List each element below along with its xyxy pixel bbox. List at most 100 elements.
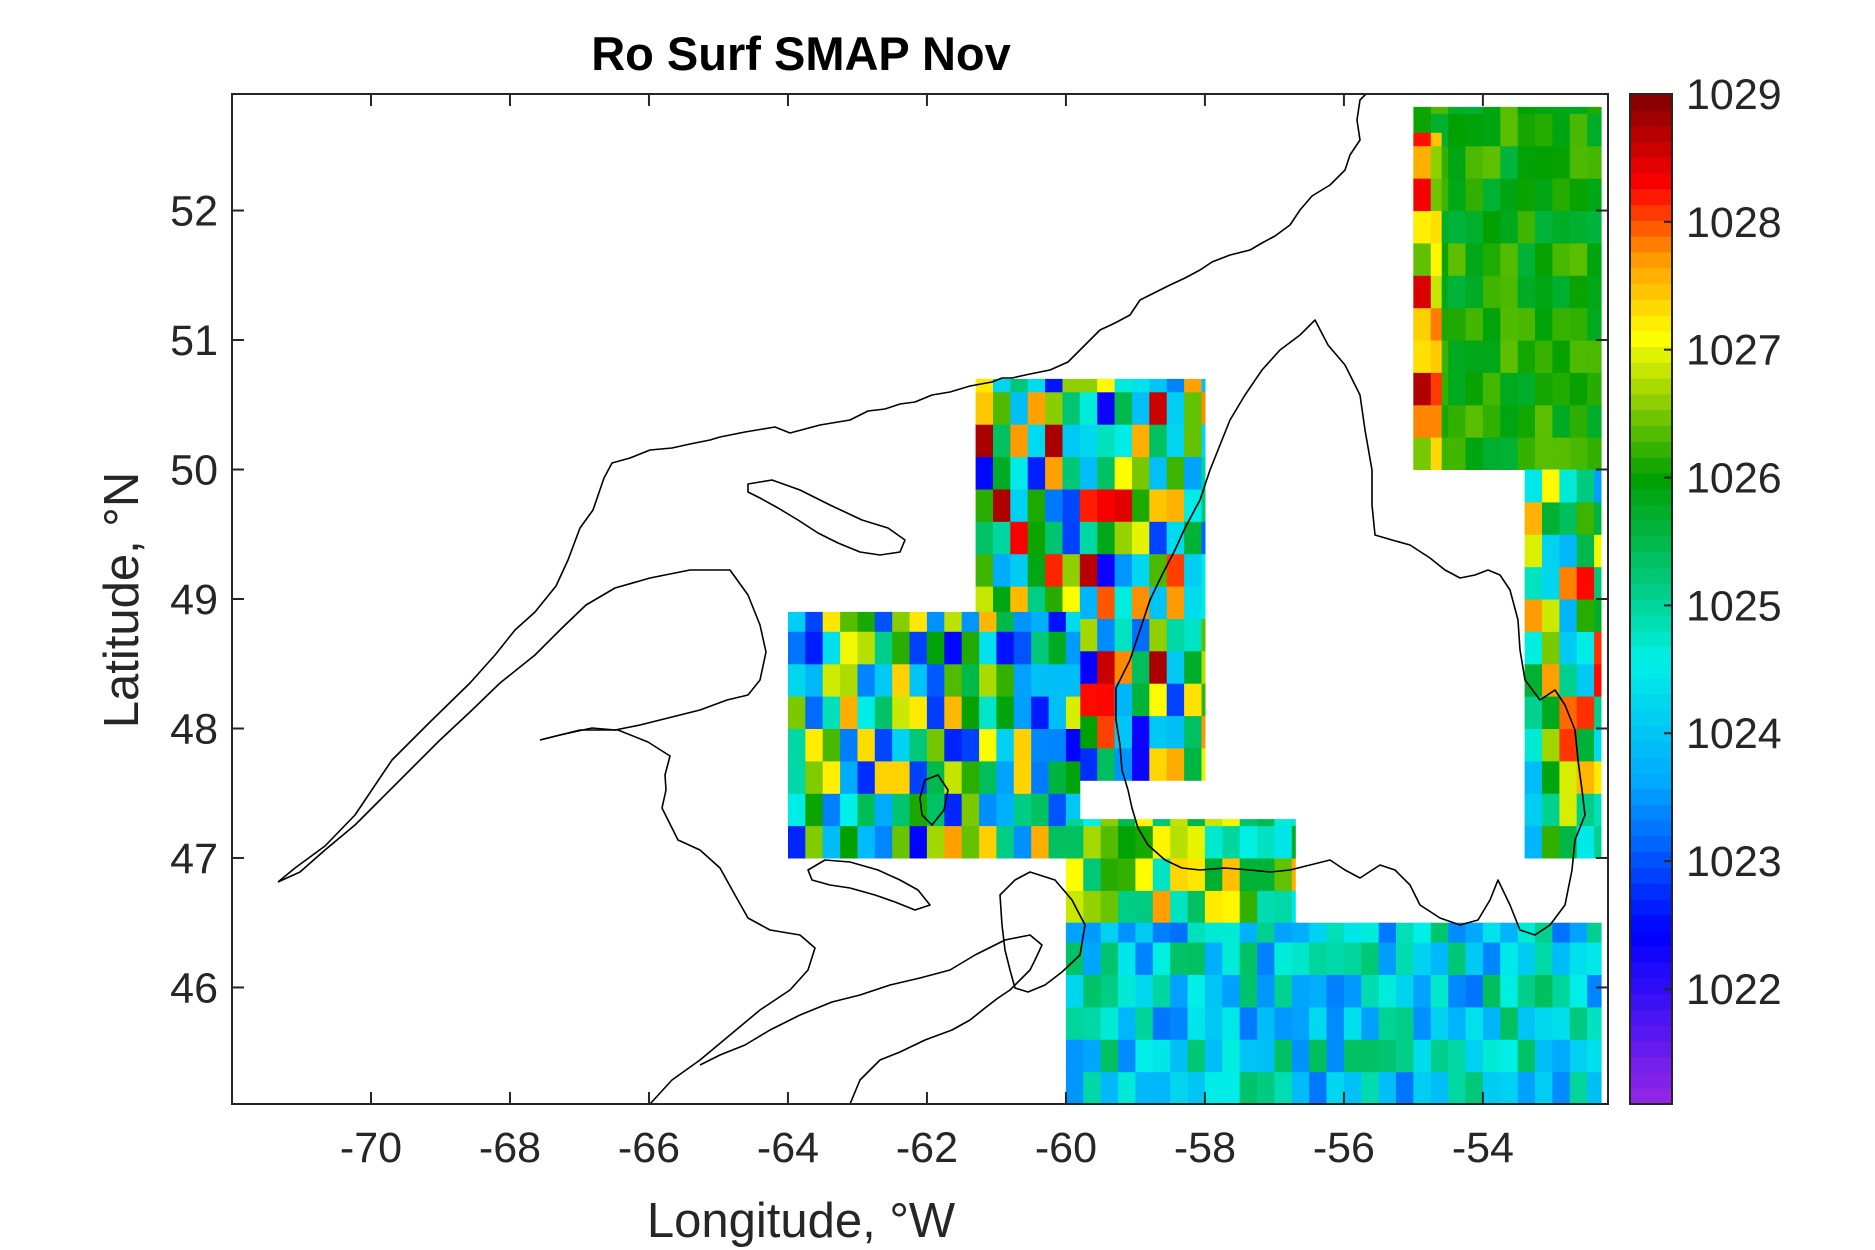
data-cell: [1576, 696, 1595, 729]
data-cell: [1083, 1039, 1102, 1073]
data-cell: [1569, 1039, 1588, 1073]
data-cell: [1201, 488, 1206, 522]
data-cell: [1239, 974, 1258, 1008]
colorbar-swatch: [1630, 1040, 1672, 1058]
data-cell: [1083, 1071, 1102, 1105]
y-tick-label: 48: [170, 705, 218, 753]
data-cell: [1118, 1039, 1136, 1073]
data-cell: [805, 611, 824, 632]
data-cell: [1045, 424, 1063, 458]
data-cell: [1222, 858, 1241, 891]
data-cell: [1204, 1039, 1223, 1073]
data-cell: [926, 663, 945, 697]
data-cell: [857, 825, 876, 859]
data-cell: [822, 825, 841, 859]
data-cell: [1184, 715, 1202, 749]
data-cell: [840, 611, 858, 632]
data-cell: [1062, 553, 1081, 587]
colorbar-swatch: [1630, 109, 1672, 127]
data-cell: [975, 378, 994, 393]
data-cell: [1465, 1006, 1484, 1040]
data-cell: [1569, 437, 1588, 470]
prince-edward-island: [807, 859, 931, 911]
data-cell: [1559, 728, 1578, 762]
data-cell: [1118, 1071, 1136, 1105]
data-cell: [1135, 825, 1154, 859]
data-cell: [1343, 1039, 1362, 1073]
data-cell: [1594, 696, 1602, 729]
data-cell: [1149, 488, 1168, 522]
data-cell: [1204, 974, 1223, 1008]
data-cell: [1448, 340, 1467, 373]
data-cell: [1291, 890, 1296, 924]
data-cell: [1535, 340, 1553, 373]
colorbar-swatch: [1630, 520, 1672, 537]
data-cell: [1465, 1071, 1484, 1105]
data-cell: [1482, 242, 1501, 276]
data-cell: [1569, 1071, 1588, 1105]
data-cell: [1361, 922, 1380, 943]
data-cell: [1201, 618, 1206, 652]
data-cell: [1170, 922, 1189, 943]
data-cell: [1079, 521, 1098, 555]
data-cell: [1184, 488, 1202, 522]
anticosti-island: [747, 479, 906, 556]
data-cell: [1500, 178, 1519, 212]
data-cell: [1222, 1006, 1241, 1040]
data-cell: [1062, 391, 1081, 425]
data-cell: [1517, 106, 1536, 114]
data-cell: [1413, 404, 1432, 438]
data-cell: [909, 611, 928, 632]
data-cell: [1097, 378, 1116, 393]
y-tick-label: 51: [170, 317, 218, 365]
data-cell: [1552, 404, 1571, 438]
data-cell: [1027, 391, 1046, 425]
data-cell: [1396, 1071, 1414, 1105]
data-cell: [1535, 372, 1553, 406]
data-cell: [840, 825, 858, 859]
data-cell: [1559, 534, 1578, 568]
data-cell: [1465, 242, 1484, 276]
data-cell: [1430, 1039, 1449, 1073]
colorbar-tick-label: 1027: [1686, 327, 1782, 375]
data-cell: [1576, 566, 1595, 600]
data-cell: [1166, 521, 1185, 555]
data-cell: [1100, 942, 1119, 975]
data-cell: [1065, 825, 1084, 859]
data-cell: [1062, 424, 1081, 458]
data-cell: [1552, 372, 1571, 406]
data-cell: [1542, 631, 1560, 665]
data-cell: [1083, 890, 1102, 924]
data-cell: [979, 696, 997, 729]
data-cell: [822, 728, 841, 762]
data-cell: [1594, 728, 1602, 762]
data-cell: [1413, 1071, 1432, 1105]
data-cell: [961, 825, 980, 859]
data-cell: [1448, 178, 1467, 212]
data-cell: [1222, 974, 1241, 1008]
data-cell: [1482, 437, 1501, 470]
data-cell: [1079, 488, 1098, 522]
data-cell: [1166, 391, 1185, 425]
data-cell: [1576, 793, 1595, 827]
data-cell: [979, 760, 997, 794]
data-cell: [1291, 825, 1296, 859]
data-cell: [1062, 586, 1081, 619]
data-cell: [1222, 942, 1241, 975]
data-cell: [1500, 340, 1519, 373]
data-cell: [1065, 793, 1081, 827]
data-cell: [1257, 1006, 1275, 1040]
data-cell: [1413, 132, 1432, 147]
data-cell: [1500, 1039, 1519, 1073]
colorbar-gradient: [1630, 94, 1672, 1105]
colorbar-ticks: 1022 1023 1024 1025 1026 1027 1028 1029: [1664, 71, 1782, 1014]
coastline: [277, 93, 1586, 1105]
data-cell: [1274, 942, 1293, 975]
colorbar-swatch: [1630, 867, 1672, 884]
data-cell: [1010, 553, 1029, 587]
data-cell: [1187, 825, 1206, 859]
coastline-quebec-north-shore: [277, 93, 1367, 883]
data-cell: [1542, 599, 1560, 632]
data-cell: [1482, 942, 1501, 975]
data-cell: [788, 728, 806, 762]
